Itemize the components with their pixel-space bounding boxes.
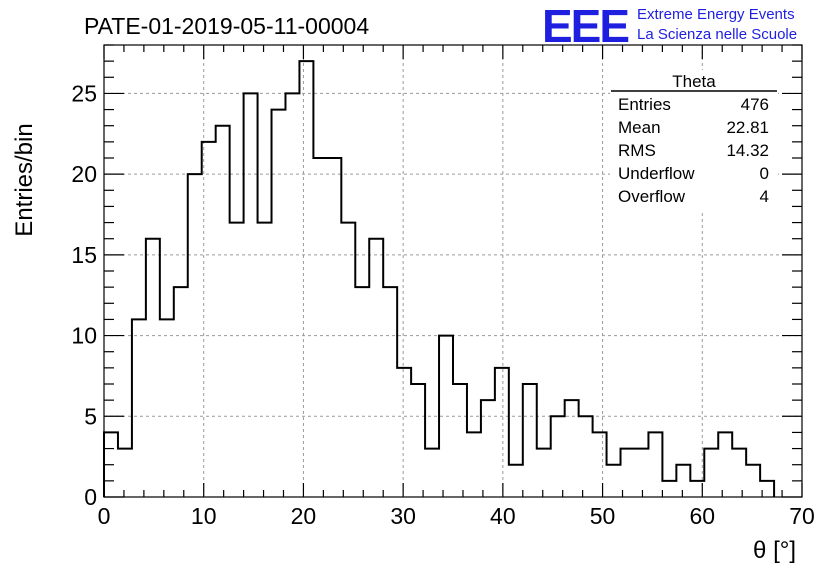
stats-label: Mean: [618, 118, 661, 137]
histogram-bin: [621, 449, 635, 497]
stats-rows: Entries 476 Mean 22.81 RMS 14.32 Underflow 0 Ove…: [618, 95, 769, 206]
x-tick-label: 30: [390, 503, 416, 529]
histogram-bin: [216, 126, 230, 497]
histogram-bin: [648, 432, 662, 497]
x-tick-label: 0: [98, 503, 111, 529]
x-axis-label: θ [°]: [753, 537, 796, 564]
x-tick-label: 70: [789, 503, 815, 529]
histogram-bin: [272, 110, 286, 497]
histogram-bin: [676, 465, 690, 497]
histogram-bin: [230, 223, 244, 497]
stats-title: Theta: [672, 72, 716, 91]
y-tick-label: 5: [84, 403, 97, 429]
brand-line-2: La Scienza nelle Scuole: [637, 26, 797, 43]
stats-value: 476: [741, 95, 769, 114]
histogram-bin: [523, 384, 537, 497]
histogram-bin: [704, 449, 718, 497]
histogram-bin: [174, 287, 188, 497]
histogram-bin: [732, 449, 746, 497]
y-tick-label: 0: [84, 484, 97, 510]
stats-box: Theta Entries 476 Mean 22.81 RMS 14.32 Underfl…: [610, 70, 778, 210]
y-tick-label: 10: [71, 323, 97, 349]
stats-box-background: [610, 70, 778, 210]
histogram-bin: [146, 239, 160, 497]
histogram-bin: [467, 432, 481, 497]
x-tick-label: 60: [689, 503, 715, 529]
histogram-bin: [634, 449, 648, 497]
histogram-bin: [369, 239, 383, 497]
histogram-bin: [551, 416, 565, 497]
stats-value: 22.81: [726, 118, 769, 137]
y-tick-label: 25: [71, 80, 97, 106]
histogram-bin: [397, 368, 411, 497]
chart-title: PATE-01-2019-05-11-00004: [84, 13, 369, 39]
histogram-bin: [495, 368, 509, 497]
histogram-bin: [285, 93, 299, 497]
x-tick-label: 40: [490, 503, 516, 529]
histogram-bin: [118, 449, 132, 497]
histogram-bin: [104, 432, 118, 497]
x-tick-label: 10: [191, 503, 217, 529]
histogram-bin: [132, 319, 146, 497]
x-tick-label: 20: [291, 503, 317, 529]
histogram-bin: [593, 432, 607, 497]
y-axis-label: Entries/bin: [11, 123, 38, 236]
histogram-bin: [313, 158, 327, 497]
stats-label: Entries: [618, 95, 671, 114]
histogram-bin: [411, 384, 425, 497]
histogram-bin: [299, 61, 313, 497]
histogram-bin: [355, 287, 369, 497]
histogram-bin: [662, 481, 676, 497]
x-tick-label: 50: [590, 503, 616, 529]
stats-value: 14.32: [726, 141, 769, 160]
stats-label: Overflow: [618, 187, 686, 206]
histogram-bin: [453, 384, 467, 497]
stats-value: 4: [760, 187, 769, 206]
histogram-bin: [481, 400, 495, 497]
histogram-bin: [690, 481, 704, 497]
histogram-bin: [565, 400, 579, 497]
histogram-bin: [244, 93, 258, 497]
histogram-bin: [341, 223, 355, 497]
histogram-bin: [760, 481, 774, 497]
stats-label: RMS: [618, 141, 656, 160]
histogram-bin: [607, 465, 621, 497]
stats-value: 0: [760, 164, 769, 183]
histogram-bin: [188, 174, 202, 497]
histogram-bin: [718, 432, 732, 497]
histogram-bin: [383, 287, 397, 497]
histogram-bin: [327, 158, 341, 497]
histogram-bin: [160, 319, 174, 497]
histogram-bin: [537, 449, 551, 497]
histogram-bin: [258, 223, 272, 497]
histogram-bin: [439, 336, 453, 497]
histogram-bin: [746, 465, 760, 497]
stats-label: Underflow: [618, 164, 695, 183]
eee-logo: EEE: [542, 0, 628, 52]
histogram-bin: [579, 416, 593, 497]
histogram-outline: [103, 60, 776, 497]
y-tick-label: 15: [71, 242, 97, 268]
brand-line-1: Extreme Energy Events: [637, 6, 795, 23]
histogram-bin: [509, 465, 523, 497]
histogram-bin: [425, 449, 439, 497]
y-tick-label: 20: [71, 161, 97, 187]
histogram-bin: [202, 142, 216, 497]
